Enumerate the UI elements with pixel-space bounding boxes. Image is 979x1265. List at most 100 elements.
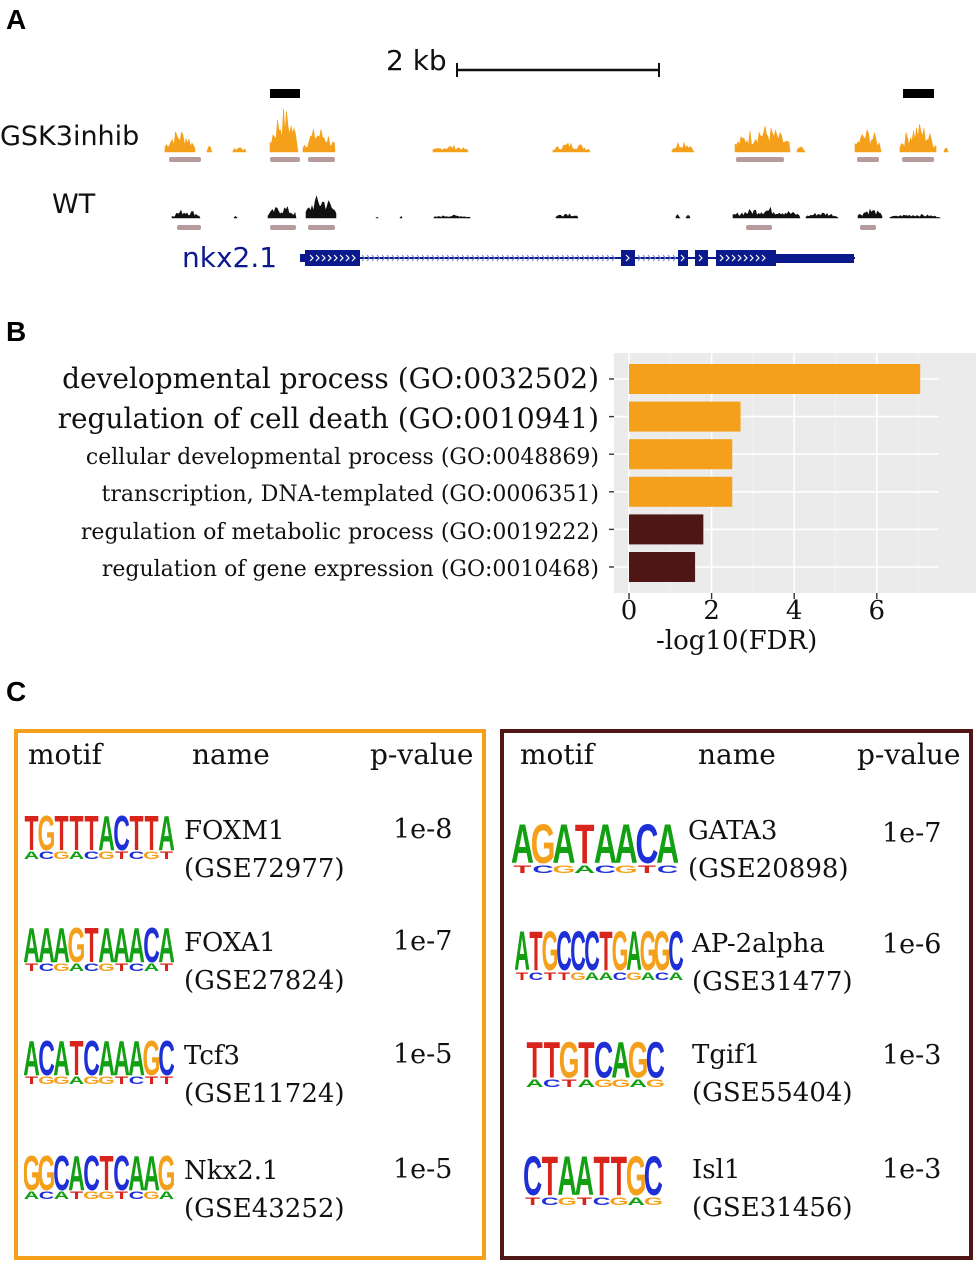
logo-letter: A [515,925,530,981]
motif-name: Tgif1 (GSE55404) [692,1040,853,1108]
logo-letter: G [38,1074,55,1085]
logo-letter: G [611,1078,630,1088]
panel-label-c: C [6,676,27,707]
logo-letter: A [656,818,678,874]
logo-letter: T [115,961,129,972]
logo-letter: A [24,1189,39,1200]
header-motif: motif [520,738,594,771]
logo-letter: A [575,1150,594,1206]
region-marker [903,89,934,98]
motif-pvalue: 1e-7 [882,818,942,849]
logo-letter: C [543,1078,561,1088]
signal-peak [857,208,883,219]
logo-letter: A [611,1036,630,1088]
logo-letter: A [69,849,84,860]
gene-label: nkx2.1 [182,241,278,274]
header-pvalue: p-value [857,738,961,771]
signal-peak [805,212,839,219]
logo-letter: A [594,818,617,874]
logo-letter: C [644,1150,662,1206]
logo-letter: A [143,1150,160,1200]
logo-letter: A [526,1078,544,1088]
logo-letter: T [544,1036,560,1088]
logo-letter: C [53,1150,70,1200]
logo-letter: T [577,1196,592,1206]
x-tick-label: 0 [621,596,638,626]
logo-letter: G [612,925,629,981]
logo-letter: G [24,1150,40,1200]
logo-letter: A [128,922,145,972]
logo-letter: G [626,1150,647,1206]
logo-letter: C [584,925,600,981]
logo-letter: A [626,925,642,981]
signal-peak [732,206,801,219]
logo-letter: A [552,818,575,874]
logo-letter: A [159,1189,174,1200]
logo-letter: G [646,1078,664,1088]
logo-letter: C [158,1035,174,1085]
gsk3inhib-signal-track [164,108,949,153]
logo-letter: G [68,922,86,972]
signal-peak [555,213,579,219]
logo-letter: A [68,1150,85,1200]
signal-peak [164,131,196,153]
logo-letter: C [657,863,678,874]
signal-peak [943,147,949,153]
motif-name: Isl1 (GSE31456) [692,1155,853,1223]
logo-letter: C [129,1074,144,1085]
logo-letter: G [143,849,160,860]
go-term-label: transcription, DNA-templated (GO:0006351… [101,482,599,507]
logo-letter: G [53,1074,70,1085]
signal-peak [552,142,591,153]
logo-letter: G [98,1189,115,1200]
signal-peak [675,214,681,219]
signal-peak [232,147,247,153]
logo-letter: C [595,863,616,874]
logo-letter: T [578,1036,594,1088]
logo-letter: A [158,810,174,860]
logo-letter: T [575,818,595,874]
logo-letter: T [542,1150,558,1206]
logo-letter: G [38,810,56,860]
logo-letter: A [128,1150,145,1200]
logo-letter: A [98,922,115,972]
panel-label-a: A [6,4,27,35]
motif-box-wt [500,729,973,1260]
motif-pvalue: 1e-3 [882,1040,942,1071]
logo-letter: T [25,961,39,972]
logo-letter: A [585,970,600,981]
logo-letter: T [516,970,528,981]
logo-letter: A [38,922,55,972]
x-tick-label: 6 [869,596,886,626]
logo-letter: A [574,863,595,874]
gene-model-nkx2-1 [300,250,855,266]
signal-peak [206,145,213,153]
logo-letter: A [53,922,70,972]
logo-letter: C [529,970,544,981]
header-motif: motif [28,738,102,771]
logo-letter: G [559,1036,580,1088]
logo-letter: T [599,925,612,981]
scale-label: 2 kb [386,44,447,77]
logo-letter: C [593,1196,611,1206]
logo-letter: G [143,1189,160,1200]
signal-peak [734,126,791,153]
logo-letter: C [668,925,683,981]
logo-letter: G [143,1035,161,1085]
logo-letter: A [69,1074,84,1085]
logo-letter: G [628,1036,649,1088]
logo-letter: A [669,970,683,981]
logo-letter: A [98,810,115,860]
logo-letter: A [54,1189,69,1200]
header-name: name [192,738,270,771]
logo-letter: G [83,1189,100,1200]
logo-letter: T [525,1196,540,1206]
logo-letter: C [556,925,572,981]
motif-name: FOXA1 (GSE27824) [184,928,345,996]
peak-calls-gsk3inhib [169,157,934,162]
